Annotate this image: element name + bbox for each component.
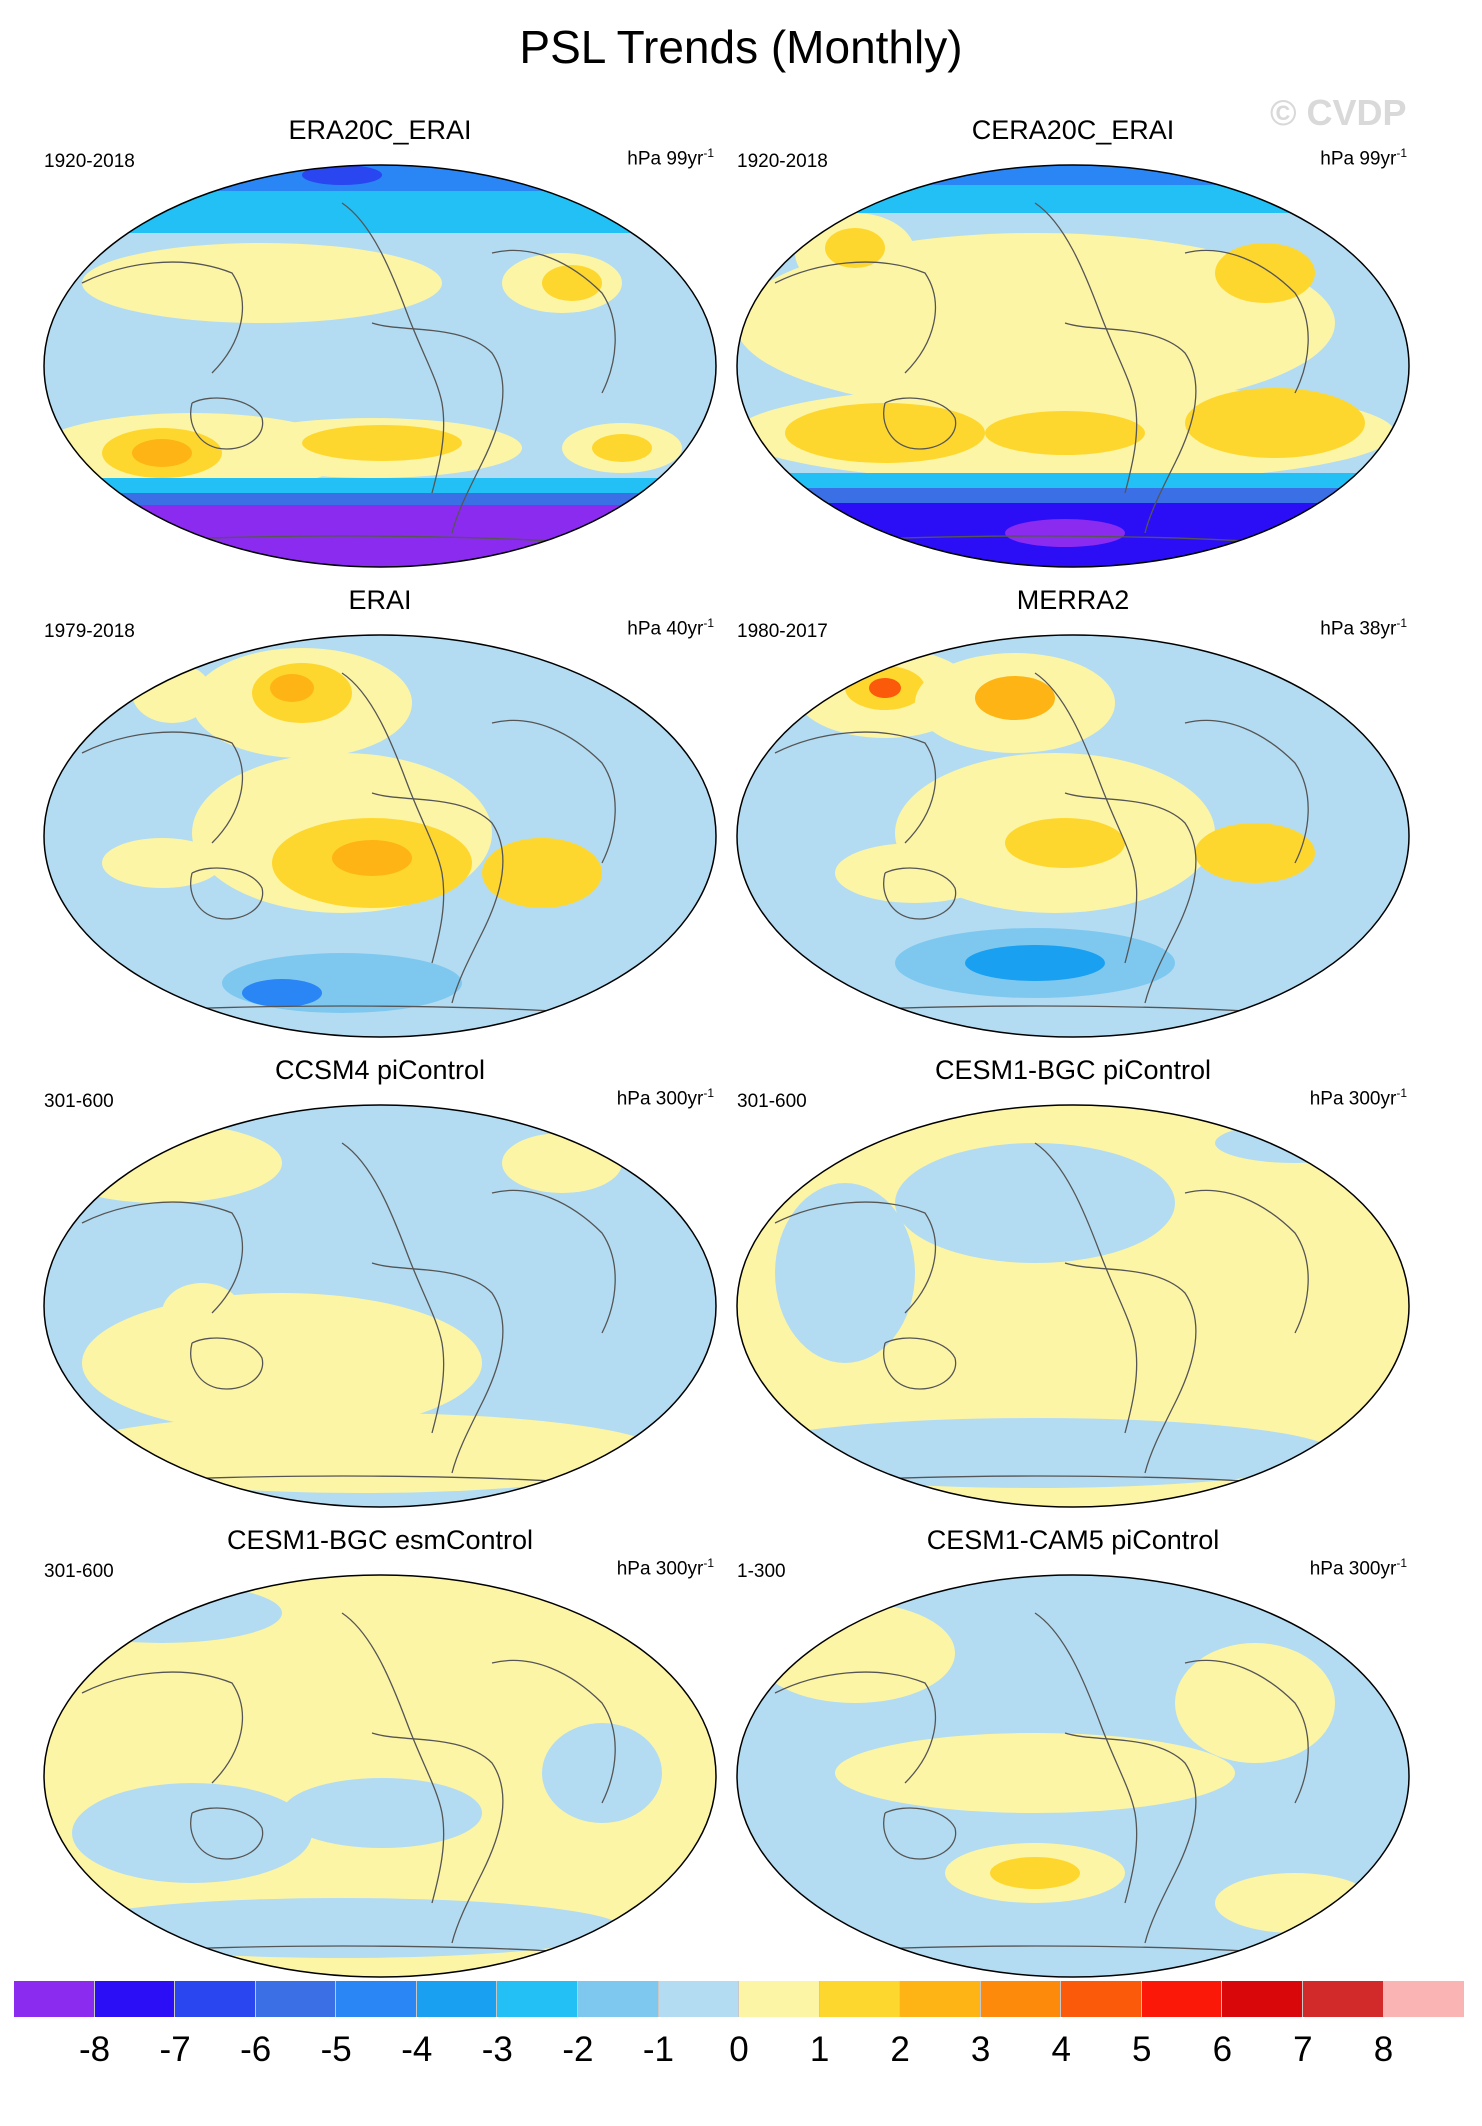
- psl-trend-map: [43, 164, 717, 568]
- panel-title: ERA20C_ERAI: [288, 115, 472, 145]
- psl-trend-map: [736, 634, 1410, 1038]
- panel-title: CESM1-BGC esmControl: [226, 1525, 534, 1555]
- colorbar-tick-label: 1: [809, 2030, 830, 2069]
- watermark: © CVDP: [1270, 92, 1407, 133]
- colorbar-swatch: [900, 1981, 981, 2017]
- panel-units-text: hPa 38yr: [1320, 618, 1397, 640]
- map-panel: CESM1-CAM5 piControl 1-300 hPa 300yr-1: [723, 1525, 1423, 1978]
- panel-units-text: hPa 40yr: [627, 618, 704, 640]
- colorbar-swatch: [1383, 1981, 1465, 2017]
- map-panel: CESM1-BGC piControl 301-600 hPa 300yr-1: [723, 1055, 1423, 1508]
- colorbar-tick-label: 5: [1132, 2030, 1152, 2069]
- map-panel: CESM1-BGC esmControl 301-600 hPa 300yr-1: [30, 1525, 730, 1978]
- psl-trend-map: [43, 634, 717, 1038]
- panel-units-text: hPa 99yr: [1320, 148, 1397, 170]
- psl-trend-map: [43, 1574, 717, 1978]
- colorbar-tick-label: -7: [159, 2030, 191, 2069]
- panel-units-exponent: -1: [703, 1086, 714, 1100]
- colorbar-swatch: [658, 1981, 740, 2017]
- colorbar-swatch: [739, 1981, 820, 2017]
- colorbar-swatch: [175, 1981, 256, 2017]
- panel-units-exponent: -1: [1396, 146, 1407, 160]
- psl-trend-map: [736, 1574, 1410, 1978]
- colorbar-tick-label: -1: [642, 2030, 674, 2069]
- panel-title: CESM1-CAM5 piControl: [926, 1525, 1220, 1555]
- colorbar-tick-label: -4: [401, 2030, 433, 2069]
- panel-units: hPa 300yr-1: [1310, 1556, 1407, 1580]
- panel-title: CCSM4 piControl: [274, 1055, 486, 1085]
- colorbar-tick-label: -6: [240, 2030, 272, 2069]
- panel-units: hPa 300yr-1: [617, 1556, 714, 1580]
- figure-title: PSL Trends (Monthly): [519, 21, 963, 73]
- colorbar-tick-label: -8: [78, 2030, 111, 2069]
- panel-years: 301-600: [737, 1091, 807, 1112]
- map-panel: MERRA2 1980-2017 hPa 38yr-1: [723, 585, 1423, 1038]
- colorbar-tick-label: -5: [320, 2030, 352, 2069]
- panel-units: hPa 38yr-1: [1320, 616, 1407, 640]
- colorbar-swatch: [1061, 1981, 1142, 2017]
- panel-years: 1920-2018: [44, 151, 135, 172]
- panel-title: ERAI: [348, 585, 412, 615]
- panel-units-exponent: -1: [703, 1556, 714, 1570]
- colorbar-swatch: [94, 1981, 176, 2017]
- colorbar: [14, 1981, 1465, 2017]
- panel-units-text: hPa 300yr: [1309, 1088, 1397, 1110]
- panel-units-exponent: -1: [703, 616, 714, 630]
- panel-units: hPa 40yr-1: [627, 616, 714, 640]
- panel-units: hPa 300yr-1: [1310, 1086, 1407, 1110]
- panel-units-text: hPa 99yr: [627, 148, 704, 170]
- colorbar-swatch: [980, 1981, 1062, 2017]
- panel-years: 1-300: [737, 1561, 786, 1582]
- colorbar-tick-label: 0: [729, 2030, 749, 2069]
- panel-years: 1980-2017: [737, 621, 828, 642]
- colorbar-tick-label: -2: [562, 2030, 594, 2069]
- panel-years: 301-600: [44, 1561, 114, 1582]
- map-panel: ERA20C_ERAI 1920-2018 hPa 99yr-1: [30, 115, 730, 568]
- panel-units-exponent: -1: [1396, 1556, 1407, 1570]
- colorbar-tick-label: 2: [890, 2030, 910, 2069]
- psl-trend-map: [736, 1104, 1410, 1508]
- panel-years: 1920-2018: [737, 151, 828, 172]
- colorbar-tick-label: 6: [1212, 2030, 1233, 2069]
- colorbar-swatch: [416, 1981, 498, 2017]
- colorbar-swatch: [577, 1981, 659, 2017]
- panel-units-exponent: -1: [1396, 616, 1407, 630]
- colorbar-swatch: [1141, 1981, 1223, 2017]
- colorbar-ticks: -8 -7 -6 -5 -4 -3 -2 -1 0 1 2 3 4 5 6 7 8: [0, 2030, 1482, 2080]
- panel-title: CESM1-BGC piControl: [934, 1055, 1212, 1085]
- panel-units: hPa 99yr-1: [1320, 146, 1407, 170]
- panel-title: MERRA2: [1016, 585, 1130, 615]
- map-panel: CCSM4 piControl 301-600 hPa 300yr-1: [30, 1055, 730, 1508]
- panel-units-text: hPa 300yr: [1309, 1558, 1397, 1580]
- colorbar-tick-label: 7: [1293, 2030, 1313, 2069]
- map-panel: CERA20C_ERAI 1920-2018 hPa 99yr-1: [723, 115, 1423, 568]
- panel-units-text: hPa 300yr: [616, 1558, 704, 1580]
- colorbar-swatch: [336, 1981, 417, 2017]
- panel-units-exponent: -1: [1396, 1086, 1407, 1100]
- panel-units-exponent: -1: [703, 146, 714, 160]
- colorbar-swatch: [14, 1981, 95, 2017]
- colorbar-tick-label: 4: [1051, 2030, 1071, 2069]
- map-panel: ERAI 1979-2018 hPa 40yr-1: [30, 585, 730, 1038]
- psl-trend-map: [43, 1104, 717, 1508]
- colorbar-tick-label: -3: [481, 2030, 513, 2069]
- colorbar-swatch: [497, 1981, 578, 2017]
- panel-title: CERA20C_ERAI: [971, 115, 1175, 145]
- panel-units: hPa 99yr-1: [627, 146, 714, 170]
- colorbar-swatch: [1303, 1981, 1384, 2017]
- colorbar-swatch: [1222, 1981, 1303, 2017]
- psl-trend-map: [736, 164, 1410, 568]
- colorbar-tick-label: 3: [970, 2030, 991, 2069]
- panel-years: 1979-2018: [44, 621, 135, 642]
- panel-units-text: hPa 300yr: [616, 1088, 704, 1110]
- panel-years: 301-600: [44, 1091, 114, 1112]
- colorbar-swatch: [819, 1981, 901, 2017]
- colorbar-swatch: [255, 1981, 337, 2017]
- colorbar-tick-label: 8: [1373, 2030, 1394, 2069]
- panel-units: hPa 300yr-1: [617, 1086, 714, 1110]
